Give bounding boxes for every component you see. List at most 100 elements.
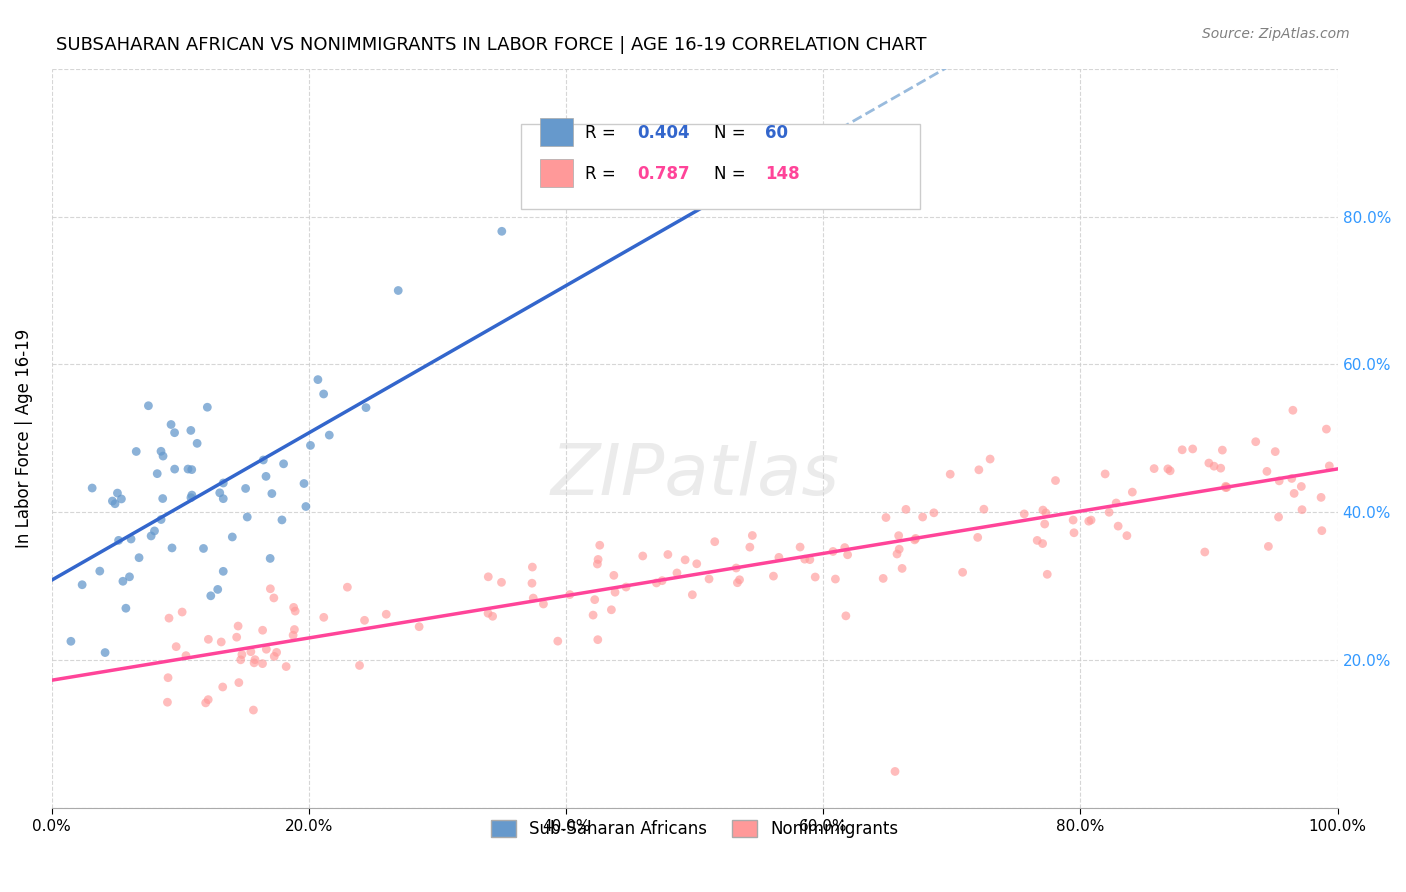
Point <box>312 387 335 401</box>
Point <box>477 607 499 621</box>
Point <box>160 417 183 432</box>
Point <box>1035 506 1057 520</box>
Point <box>1310 524 1333 538</box>
Point <box>973 502 995 516</box>
Point <box>1291 502 1313 516</box>
Point <box>586 552 609 566</box>
Point <box>174 648 197 663</box>
Point <box>70 578 93 592</box>
Point <box>239 645 262 659</box>
Point <box>651 574 673 588</box>
Point <box>1282 403 1305 417</box>
Text: 60: 60 <box>765 124 789 142</box>
Point <box>107 533 129 548</box>
Point <box>1036 567 1059 582</box>
Point <box>520 576 543 591</box>
Point <box>1315 422 1337 436</box>
Point <box>180 488 202 502</box>
Point <box>195 401 218 415</box>
FancyBboxPatch shape <box>540 118 572 146</box>
Point <box>1181 442 1204 456</box>
Point <box>283 600 305 615</box>
Point <box>263 649 285 664</box>
Point <box>299 438 322 452</box>
Point <box>118 570 141 584</box>
Text: SUBSAHARAN AFRICAN VS NONIMMIGRANTS IN LABOR FORCE | AGE 16-19 CORRELATION CHART: SUBSAHARAN AFRICAN VS NONIMMIGRANTS IN L… <box>56 36 927 54</box>
Point <box>1198 456 1220 470</box>
Point <box>408 620 430 634</box>
Point <box>558 588 581 602</box>
Point <box>354 401 377 415</box>
Point <box>271 513 294 527</box>
Point <box>212 491 235 506</box>
Point <box>582 608 605 623</box>
Point <box>799 552 821 566</box>
Point <box>1202 459 1225 474</box>
Point <box>284 604 307 618</box>
Point <box>1211 443 1233 458</box>
Point <box>1215 479 1237 493</box>
Point <box>1063 525 1085 540</box>
Point <box>318 428 340 442</box>
Point <box>686 557 709 571</box>
Point <box>1264 444 1286 458</box>
Point <box>107 486 129 500</box>
Point <box>128 550 150 565</box>
Point <box>110 491 132 506</box>
Point <box>824 572 846 586</box>
Point <box>211 680 233 694</box>
Point <box>725 575 748 590</box>
Y-axis label: In Labor Force | Age 16-19: In Labor Force | Age 16-19 <box>15 329 32 548</box>
Point <box>600 603 623 617</box>
Point <box>768 550 790 565</box>
Point <box>111 574 134 589</box>
Point <box>547 634 569 648</box>
Point <box>235 482 257 496</box>
Point <box>259 551 281 566</box>
Point <box>603 568 626 582</box>
Text: N =: N = <box>714 165 751 183</box>
Point <box>1143 461 1166 475</box>
Point <box>243 656 266 670</box>
Point <box>212 475 235 490</box>
Point <box>387 284 409 298</box>
Point <box>1012 507 1035 521</box>
Point <box>312 610 335 624</box>
Point <box>228 675 250 690</box>
Point <box>673 553 696 567</box>
Point <box>589 538 612 552</box>
Point <box>1209 461 1232 475</box>
Point <box>1268 474 1291 488</box>
Point <box>59 634 82 648</box>
Point <box>1032 503 1054 517</box>
Point <box>177 462 200 476</box>
Point <box>522 591 544 605</box>
Point <box>522 560 544 574</box>
Point <box>1215 481 1237 495</box>
Point <box>1098 505 1121 519</box>
Point <box>152 449 174 463</box>
Point <box>1107 519 1129 533</box>
Point <box>172 605 194 619</box>
Point <box>146 467 169 481</box>
Point <box>207 582 229 597</box>
Point <box>236 510 259 524</box>
Text: 0.404: 0.404 <box>637 124 689 142</box>
Point <box>875 510 897 524</box>
Point <box>156 695 179 709</box>
Point <box>1281 471 1303 485</box>
Point <box>533 597 555 611</box>
Point <box>887 529 910 543</box>
Point <box>891 561 914 575</box>
Point <box>138 399 160 413</box>
Point <box>292 476 315 491</box>
Point <box>884 764 907 779</box>
Point <box>481 609 503 624</box>
Point <box>163 462 186 476</box>
Point <box>1194 545 1216 559</box>
Point <box>221 530 243 544</box>
Point <box>143 524 166 538</box>
Point <box>197 692 219 706</box>
Point <box>115 601 138 615</box>
Point <box>276 659 298 673</box>
